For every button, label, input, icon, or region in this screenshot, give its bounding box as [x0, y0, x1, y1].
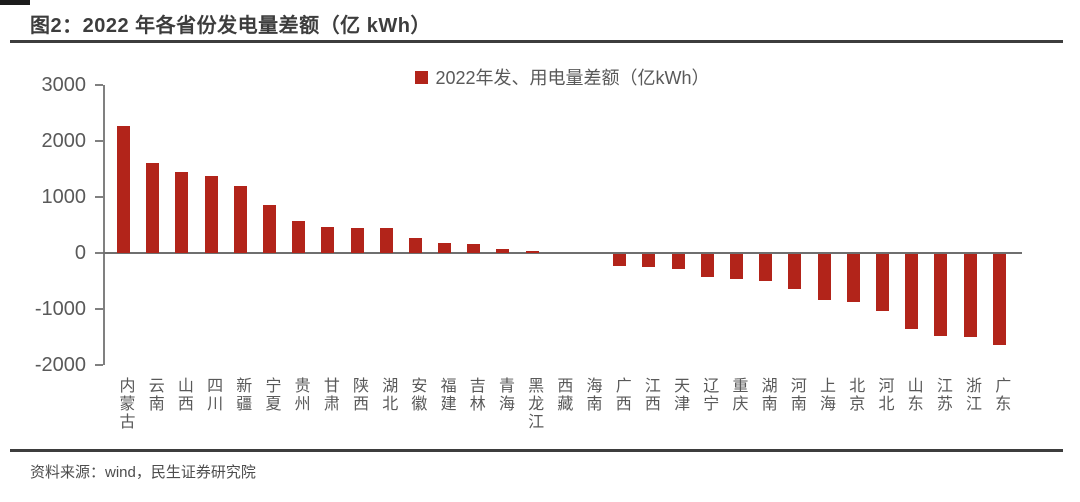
x-axis-label: 山东: [904, 377, 922, 413]
x-axis-label: 福建: [437, 377, 455, 413]
bar: [292, 220, 306, 253]
title-underline: [10, 40, 1063, 43]
bar: [788, 254, 802, 289]
bar: [233, 186, 247, 253]
x-axis-label: 四川: [204, 377, 222, 413]
bar: [817, 254, 831, 300]
y-axis-tick: [95, 196, 103, 198]
x-axis-label: 甘肃: [320, 377, 338, 413]
y-axis-tick-label: -1000: [34, 298, 86, 320]
x-axis-label: 吉林: [466, 377, 484, 413]
x-axis-label: 上海: [817, 377, 835, 413]
x-axis-label: 宁夏: [262, 377, 280, 413]
bar: [379, 228, 393, 253]
bar: [700, 254, 714, 277]
bar: [846, 254, 860, 302]
bar: [175, 171, 189, 253]
bar: [350, 227, 364, 253]
bar: [204, 176, 218, 253]
x-axis-label: 重庆: [729, 377, 747, 413]
x-axis-label: 云南: [145, 377, 163, 413]
top-left-corner-mark: [0, 0, 30, 5]
bar: [146, 163, 160, 253]
x-axis-label: 天津: [671, 377, 689, 413]
bar: [321, 227, 335, 253]
y-axis-tick: [95, 364, 103, 366]
x-axis-label: 山西: [174, 377, 192, 413]
bar: [613, 254, 627, 267]
bar: [262, 204, 276, 253]
y-axis-tick-label: 0: [74, 242, 86, 264]
x-axis-label: 海南: [583, 377, 601, 413]
x-axis-label: 辽宁: [700, 377, 718, 413]
chart-legend: 2022年发、用电量差额（亿kWh）: [103, 64, 1022, 90]
bar: [729, 254, 743, 280]
x-axis-label: 广西: [612, 377, 630, 413]
bar: [992, 254, 1006, 346]
source-divider: [10, 449, 1063, 452]
x-axis-label: 安徽: [408, 377, 426, 413]
bar: [438, 243, 452, 253]
x-axis-label: 青海: [495, 377, 513, 413]
y-axis-tick: [95, 140, 103, 142]
bar: [525, 251, 539, 253]
bar: [671, 254, 685, 269]
x-axis-label: 北京: [846, 377, 864, 413]
x-axis-label: 新疆: [233, 377, 251, 413]
x-axis-label: 陕西: [350, 377, 368, 413]
x-axis-label: 黑龙江: [525, 377, 543, 431]
bar: [642, 254, 656, 268]
legend-marker-square: [415, 70, 429, 84]
x-axis-label: 广东: [992, 377, 1010, 413]
source-text: 资料来源：wind，民生证券研究院: [30, 464, 256, 481]
x-axis-label: 湖北: [379, 377, 397, 413]
y-axis-tick-label: 1000: [41, 186, 87, 208]
bar: [496, 249, 510, 253]
legend-label: 2022年发、用电量差额（亿kWh）: [435, 68, 710, 88]
bar: [408, 238, 422, 253]
x-axis-label: 贵州: [291, 377, 309, 413]
y-axis-tick: [95, 252, 103, 254]
bar: [963, 254, 977, 338]
y-axis-tick-label: 3000: [41, 74, 87, 96]
x-axis-zero-line: [103, 252, 1022, 254]
x-axis-label: 湖南: [758, 377, 776, 413]
x-axis-label: 河北: [875, 377, 893, 413]
x-axis-label: 内蒙古: [116, 377, 134, 431]
bar: [117, 125, 130, 253]
y-axis-tick-label: -2000: [34, 354, 86, 376]
bar: [759, 254, 773, 281]
bar: [934, 254, 948, 337]
bar: [905, 254, 919, 330]
bar: [467, 244, 481, 253]
x-axis-label: 西藏: [554, 377, 572, 413]
y-axis-spine: [103, 85, 105, 365]
x-axis-label: 河南: [787, 377, 805, 413]
y-axis-tick: [95, 308, 103, 310]
figure-title: 图2：2022 年各省份发电量差额（亿 kWh）: [30, 15, 431, 37]
y-axis-tick: [95, 84, 103, 86]
x-axis-label: 江西: [641, 377, 659, 413]
bar: [875, 254, 889, 311]
y-axis-tick-label: 2000: [41, 130, 87, 152]
x-axis-label: 浙江: [963, 377, 980, 413]
x-axis-label: 江苏: [933, 377, 951, 413]
